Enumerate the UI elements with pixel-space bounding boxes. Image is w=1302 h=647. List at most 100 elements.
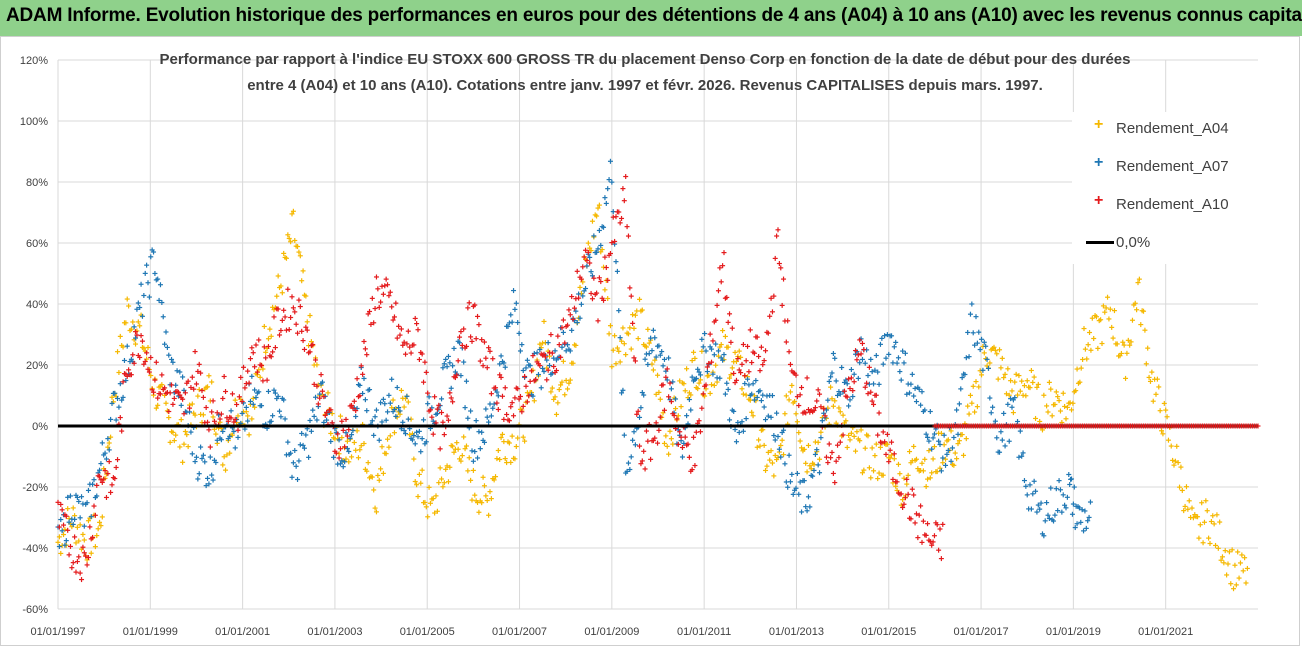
point-rendement-a07 (938, 468, 944, 474)
point-rendement-a04 (843, 418, 849, 424)
point-rendement-a10 (703, 382, 709, 388)
point-rendement-a07 (732, 427, 738, 433)
point-rendement-a04 (1168, 443, 1174, 449)
point-rendement-a10 (517, 393, 523, 399)
point-rendement-a04 (364, 468, 370, 474)
point-rendement-a07 (588, 269, 594, 275)
point-rendement-a07 (578, 301, 584, 307)
point-rendement-a04 (513, 444, 519, 450)
point-rendement-a04 (807, 463, 813, 469)
point-rendement-a04 (801, 446, 807, 452)
point-rendement-a07 (1033, 488, 1039, 494)
report-title: ADAM Informe. Evolution historique des p… (6, 5, 1302, 26)
point-rendement-a07 (178, 402, 184, 408)
point-rendement-a10 (408, 350, 414, 356)
point-rendement-a04 (483, 493, 489, 499)
point-rendement-a10 (250, 350, 256, 356)
point-rendement-a10 (407, 344, 413, 350)
point-rendement-a04 (1016, 373, 1022, 379)
point-rendement-a10 (296, 297, 302, 303)
point-rendement-a07 (713, 341, 719, 347)
point-rendement-a07 (911, 393, 917, 399)
legend-label-a04: Rendement_A04 (1116, 120, 1229, 137)
point-rendement-a04 (1034, 384, 1040, 390)
point-rendement-a04 (973, 379, 979, 385)
point-rendement-a04 (900, 497, 906, 503)
point-rendement-a04 (635, 336, 641, 342)
point-rendement-a10 (414, 321, 420, 327)
point-rendement-a10 (329, 420, 335, 426)
point-rendement-a04 (209, 379, 215, 385)
point-rendement-a04 (565, 386, 571, 392)
point-rendement-a04 (954, 456, 960, 462)
point-rendement-a07 (207, 454, 213, 460)
point-rendement-a04 (349, 454, 355, 460)
point-rendement-a04 (506, 440, 512, 446)
point-rendement-a10 (272, 345, 278, 351)
point-rendement-a04 (805, 442, 811, 448)
point-rendement-a10 (549, 350, 555, 356)
point-rendement-a10 (931, 533, 937, 539)
point-rendement-a07 (484, 414, 490, 420)
point-rendement-a10 (724, 294, 730, 300)
point-rendement-a04 (1211, 521, 1217, 527)
point-rendement-a07 (382, 401, 388, 407)
point-rendement-a10 (371, 320, 377, 326)
point-rendement-a04 (929, 470, 935, 476)
point-rendement-a04 (92, 544, 98, 550)
point-rendement-a04 (666, 451, 672, 457)
point-rendement-a04 (296, 249, 302, 255)
point-rendement-a07 (488, 413, 494, 419)
point-rendement-a04 (1063, 416, 1069, 422)
point-rendement-a10 (351, 398, 357, 404)
point-rendement-a04 (1228, 581, 1234, 587)
point-rendement-a04 (607, 323, 613, 329)
point-rendement-a04 (520, 434, 526, 440)
point-rendement-a07 (875, 369, 881, 375)
point-rendement-a07 (598, 242, 604, 248)
point-rendement-a10 (804, 375, 810, 381)
point-rendement-a07 (297, 442, 303, 448)
point-rendement-a10 (761, 358, 767, 364)
point-rendement-a04 (292, 238, 298, 244)
point-rendement-a10 (587, 260, 593, 266)
y-tick-label: -40% (22, 543, 48, 555)
point-rendement-a07 (882, 333, 888, 339)
point-rendement-a04 (1087, 330, 1093, 336)
point-rendement-a07 (108, 416, 114, 422)
point-rendement-a10 (499, 393, 505, 399)
point-rendement-a04 (180, 459, 186, 465)
point-rendement-a07 (817, 470, 823, 476)
point-rendement-a04 (357, 447, 363, 453)
point-rendement-a07 (753, 378, 759, 384)
point-rendement-a10 (368, 321, 374, 327)
point-rendement-a10 (99, 479, 105, 485)
point-rendement-a07 (684, 413, 690, 419)
point-rendement-a07 (419, 436, 425, 442)
point-rendement-a04 (1045, 409, 1051, 415)
point-rendement-a10 (103, 494, 109, 500)
point-rendement-a07 (247, 398, 253, 404)
point-rendement-a04 (869, 445, 875, 451)
point-rendement-a07 (984, 356, 990, 362)
point-rendement-a04 (1002, 371, 1008, 377)
point-rendement-a10 (301, 346, 307, 352)
point-rendement-a04 (1239, 552, 1245, 558)
point-rendement-a07 (252, 387, 258, 393)
point-rendement-a04 (224, 452, 230, 458)
point-rendement-a10 (620, 186, 626, 192)
point-rendement-a10 (112, 476, 118, 482)
point-rendement-a04 (88, 550, 94, 556)
point-rendement-a10 (153, 359, 159, 365)
point-rendement-a07 (67, 493, 73, 499)
point-rendement-a07 (256, 389, 262, 395)
point-rendement-a07 (200, 452, 206, 458)
point-rendement-a04 (1089, 315, 1095, 321)
point-rendement-a07 (513, 300, 519, 306)
point-rendement-a04 (94, 533, 100, 539)
point-rendement-a10 (828, 455, 834, 461)
x-tick-label: 01/01/2019 (1046, 626, 1101, 638)
point-rendement-a10 (717, 265, 723, 271)
point-rendement-a10 (207, 444, 213, 450)
point-rendement-a04 (1049, 413, 1055, 419)
